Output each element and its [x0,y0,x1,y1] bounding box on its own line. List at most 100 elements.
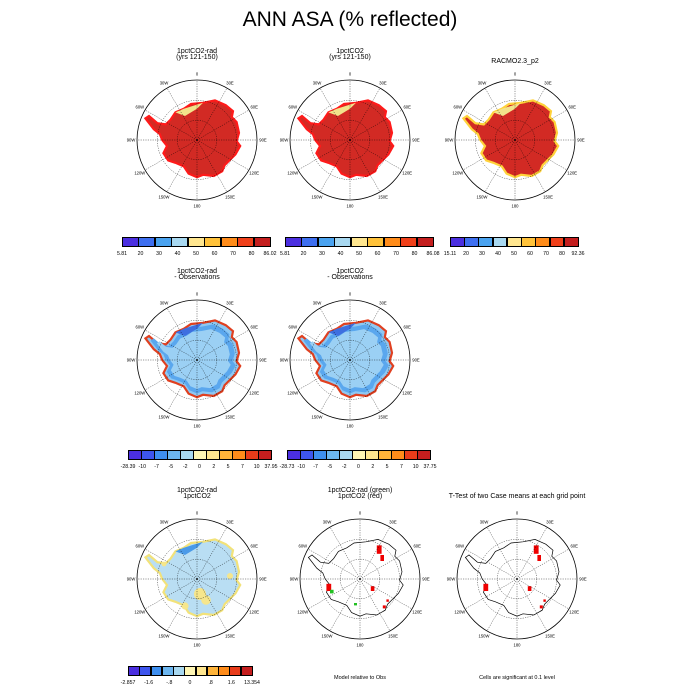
longitude-label: 60W [135,105,144,110]
positive-anomaly-patch [227,573,233,579]
colorbar-tick-label: 80 [248,251,255,257]
note-model-relative-obs: Model relative to Obs [334,675,386,681]
ice-shelf-patch [175,102,203,116]
longitude-label: 150W [159,634,170,639]
longitude-label: 120E [412,610,422,615]
colorbar-tick-label: -5 [327,464,333,470]
colorbar-swatch [229,666,242,676]
colorbar-swatch [378,450,392,460]
significant-cell-red [326,583,332,591]
colorbar-swatch [206,666,219,676]
colorbar-swatch [204,237,222,247]
longitude-label: 30W [160,80,169,85]
longitude-label: 150W [159,195,170,200]
longitude-label: 90W [127,577,136,582]
colorbar-tick-label: 5.81 [116,251,128,257]
longitude-label: 150E [225,634,235,639]
colorbar-tick-label: 0 [357,464,360,470]
longitude-label: 90E [412,358,420,363]
longitude-label: 180 [357,643,365,648]
colorbar-tick-label: .8 [208,680,213,686]
longitude-label: 30E [226,519,234,524]
longitude-label: 30W [480,519,489,524]
panel-subtitle-7: 1pctCO2 (red) [337,493,383,500]
significant-cell-red [380,555,384,561]
colorbar-swatch [478,237,494,247]
antarctica-landmass [143,99,242,179]
longitude-label: 30E [546,519,554,524]
colorbar-tick-label: 40 [337,251,344,257]
colorbar-swatch [506,237,522,247]
significant-cell-green [330,589,334,594]
colorbar-swatch [220,237,238,247]
antarctic-map-4: 0 30E 60E 90E 120E 150E 180 150W 120W 90W 60W 30W [127,292,267,429]
colorbar-swatch [417,450,431,460]
antarctic-map-2: 0 30E 60E 90E 120E 150E 180 150W 120W 90W 60W 30W [280,72,420,209]
longitude-label: 60E [250,105,258,110]
longitude-label: 90E [422,577,430,582]
meridian-line [144,548,198,580]
panel-subtitle-4: - Observations [174,274,220,281]
longitude-label: 30W [160,519,169,524]
longitude-label: 90E [259,577,267,582]
longitude-label: 150W [312,195,323,200]
meridian-line [196,87,228,141]
colorbar-swatch [171,237,189,247]
colorbar-tick-label: -2 [341,464,347,470]
map-boundary [454,79,576,201]
longitude-label: 180 [512,204,520,209]
longitude-label: 90W [445,138,454,143]
ice-shelf-patch [328,102,356,116]
colorbar-tick-label: 50 [511,251,517,257]
colorbar-swatch [317,237,335,247]
panel-subtitle-1: (yrs 121-150) [176,54,218,61]
colorbar-tick-label: 20 [300,251,307,257]
colorbar-swatch [313,450,327,460]
peninsula-shading [175,322,203,336]
colorbar-swatch [150,666,163,676]
colorbar-tick-label: 1.6 [227,680,235,686]
colorbar-tick-label: 5.81 [279,251,291,257]
longitude-label: 30E [379,300,387,305]
longitude-label: 150E [388,634,398,639]
significant-cell-red [382,605,386,609]
longitude-label: 90W [280,138,289,143]
longitude-label: 90E [412,138,420,143]
panel-title-4: 1pctCO2-rad [176,268,218,275]
panel-title-7: 1pctCO2-rad (green) [327,487,393,494]
colorbar-swatch [167,450,181,460]
antarctic-map-7: 0 30E 60E 90E 120E 150E 180 150W 120W 90W 60W 30W [290,511,430,648]
colorbar-tick-label: 60 [374,251,381,257]
longitude-label: 180 [194,643,202,648]
map-boundary [136,299,258,421]
colorbar-swatch [400,237,418,247]
longitude-label: 90E [259,138,267,143]
panel-title-6: 1pctCO2-rad [176,487,218,494]
colorbar-tick-label: 80 [559,251,565,257]
longitude-label: 0 [359,511,362,516]
panel-title-5: 1pctCO2 [336,268,364,275]
longitude-label: 60W [288,325,297,330]
longitude-label: 120W [134,391,145,396]
ice-shelf-patch [493,102,521,116]
colorbar-swatch [285,237,303,247]
longitude-label: 120W [454,610,465,615]
longitude-label: 0 [349,292,352,297]
colorbar-tick-label: 60 [211,251,218,257]
antarctic-map-8: 0 30E 60E 90E 120E 150E 180 150W 120W 90W 60W 30W [447,511,587,648]
colorbar-tick-label: -10 [138,464,147,470]
colorbar-tick-label: -7 [154,464,159,470]
colorbar-swatch [128,666,140,676]
longitude-label: 0 [516,511,519,516]
colorbar-tick-label: 37.75 [423,464,437,470]
significant-cell-red [370,586,375,591]
colorbar-swatch [161,666,174,676]
colorbar-tick-label: 7 [399,464,403,470]
colorbar-swatch [180,450,194,460]
colorbar-swatch [464,237,480,247]
longitude-label: 120E [569,610,579,615]
colorbar-tick-label: -2 [182,464,188,470]
colorbar-swatch [535,237,551,247]
colorbar-swatch [206,450,220,460]
longitude-label: 30W [323,519,332,524]
